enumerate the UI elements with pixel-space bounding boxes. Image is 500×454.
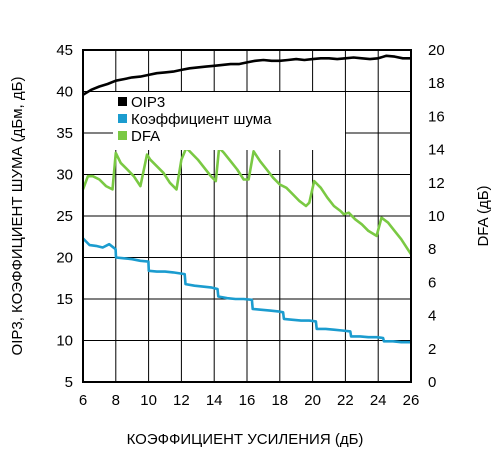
x-tick-label: 18 — [271, 392, 288, 409]
legend-swatch-dfa — [118, 131, 127, 140]
series-layer — [81, 54, 413, 344]
x-tick-label: 24 — [370, 392, 387, 409]
x-tick-label: 8 — [112, 392, 120, 409]
y-tick-label: 20 — [56, 250, 73, 267]
y2-axis-title: DFA (дБ) — [475, 185, 492, 246]
x-tick-label: 14 — [206, 392, 223, 409]
x-tick-label: 12 — [173, 392, 190, 409]
y2-tick-label: 2 — [428, 341, 436, 358]
legend-swatch-noise-figure — [118, 114, 127, 123]
tick-labels: 6 8 10 12 14 16 18 20 22 24 2651015202530354045024… — [56, 42, 444, 409]
plot-frame — [82, 49, 412, 383]
x-tick-label: 6 — [79, 392, 87, 409]
y-tick-label: 25 — [56, 208, 73, 225]
legend-background — [113, 92, 345, 150]
series-line-noise-figure — [82, 237, 411, 344]
y2-tick-label: 16 — [428, 108, 445, 125]
x-axis-title: КОЭФФИЦИЕНТ УСИЛЕНИЯ (дБ) — [127, 431, 364, 448]
x-tick-label: 16 — [239, 392, 256, 409]
legend-label-noise-figure: Коэффициент шума — [131, 111, 272, 128]
y2-tick-label: 10 — [428, 208, 445, 225]
legend-label-dfa: DFA — [131, 128, 160, 145]
y-tick-label: 40 — [56, 84, 73, 101]
series-line-oip3 — [82, 54, 411, 96]
x-tick-label: 10 — [140, 392, 157, 409]
y-tick-label: 5 — [65, 374, 73, 391]
y2-tick-label: 6 — [428, 274, 436, 291]
legend-swatch-oip3 — [118, 97, 127, 106]
y-tick-label: 10 — [56, 333, 73, 350]
x-tick-label: 22 — [337, 392, 354, 409]
y-tick-label: 15 — [56, 291, 73, 308]
legend: OIP3 Коэффициент шума DFA — [113, 92, 345, 150]
y2-tick-label: 4 — [428, 308, 436, 325]
x-tick-label: 20 — [304, 392, 321, 409]
y2-tick-label: 8 — [428, 241, 436, 258]
y2-tick-label: 20 — [428, 42, 445, 59]
y-tick-label: 45 — [56, 42, 73, 59]
legend-label-oip3: OIP3 — [131, 94, 165, 111]
y-axis-title: OIP3, КОЭФФИЦИЕНТ ШУМА (дБм, дБ) — [9, 77, 26, 356]
x-tick-label: 26 — [403, 392, 420, 409]
y2-tick-label: 14 — [428, 142, 445, 159]
y-tick-label: 30 — [56, 167, 73, 184]
y2-tick-label: 18 — [428, 75, 445, 92]
y-tick-label: 35 — [56, 125, 73, 142]
series-line-dfa — [81, 146, 413, 255]
y2-tick-label: 12 — [428, 175, 445, 192]
y2-tick-label: 0 — [428, 374, 436, 391]
